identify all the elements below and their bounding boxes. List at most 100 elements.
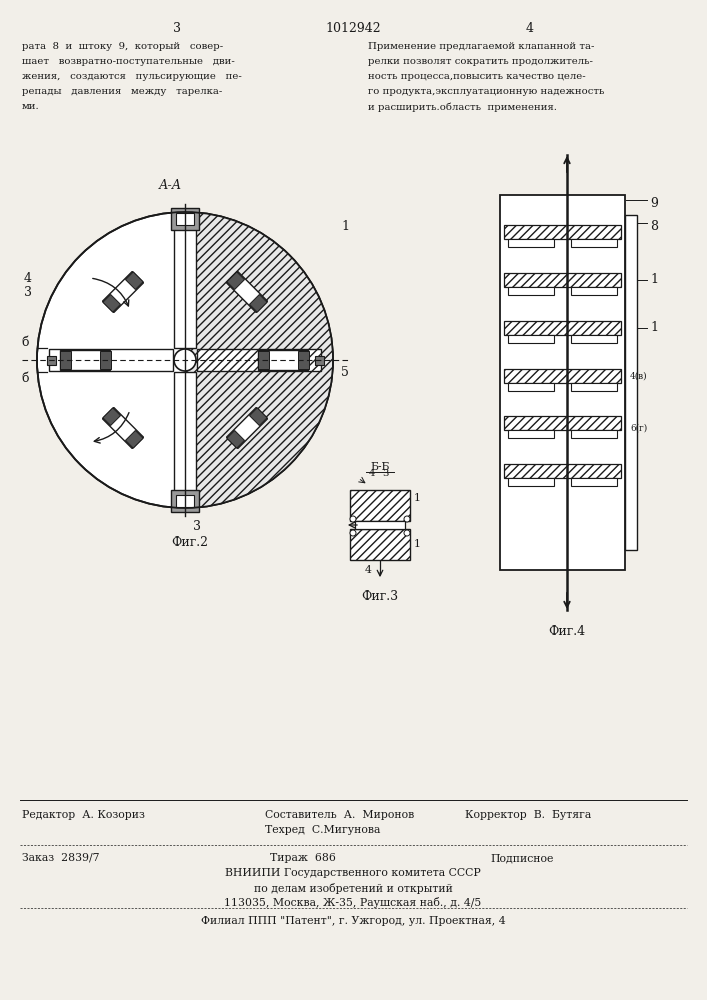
Bar	[508, 287, 554, 295]
Bar	[504, 464, 621, 478]
Polygon shape	[100, 351, 110, 369]
Circle shape	[174, 349, 196, 371]
Bar	[171, 490, 199, 512]
Bar	[355, 521, 405, 529]
Bar	[625, 215, 637, 550]
Bar	[571, 383, 617, 391]
Polygon shape	[103, 271, 144, 313]
Bar	[173, 224, 197, 472]
Text: Заказ  2839/7: Заказ 2839/7	[22, 853, 100, 863]
Text: Корректор  В.  Бутяга: Корректор В. Бутяга	[465, 810, 591, 820]
Polygon shape	[103, 408, 120, 426]
Text: Редактор  А. Козориз: Редактор А. Козориз	[22, 810, 145, 820]
Text: 4: 4	[526, 22, 534, 35]
Text: Техред  С.Мигунова: Техред С.Мигунова	[265, 825, 380, 835]
Text: 1012942: 1012942	[325, 22, 381, 35]
Text: 1: 1	[414, 493, 421, 503]
Text: 4(в): 4(в)	[630, 371, 648, 380]
Polygon shape	[59, 351, 71, 369]
Bar	[504, 321, 621, 335]
Text: 4: 4	[365, 565, 372, 575]
Text: Филиал ППП "Патент", г. Ужгород, ул. Проектная, 4: Филиал ППП "Патент", г. Ужгород, ул. Про…	[201, 916, 506, 926]
Text: рата  8  и  штоку  9,  который   совер-: рата 8 и штоку 9, который совер-	[22, 42, 223, 51]
Text: б: б	[21, 336, 29, 349]
Bar	[504, 369, 621, 383]
Polygon shape	[258, 350, 308, 370]
Text: 9: 9	[650, 197, 658, 210]
Text: 8: 8	[650, 220, 658, 233]
Bar	[500, 195, 625, 570]
Bar	[508, 383, 554, 391]
Text: 6(г): 6(г)	[630, 424, 647, 433]
Bar	[350, 490, 410, 521]
Text: Б-Б: Б-Б	[370, 462, 390, 472]
Bar	[174, 372, 196, 496]
Bar	[571, 335, 617, 343]
Bar	[571, 430, 617, 438]
Text: Составитель  А.  Миронов: Составитель А. Миронов	[265, 810, 414, 820]
Text: 3: 3	[24, 286, 32, 300]
Polygon shape	[185, 212, 333, 508]
Bar	[571, 478, 617, 486]
Circle shape	[404, 530, 410, 536]
Text: 3: 3	[173, 22, 181, 35]
Text: Фиг.2: Фиг.2	[172, 536, 209, 549]
Bar	[508, 335, 554, 343]
Text: ми.: ми.	[22, 102, 40, 111]
Circle shape	[350, 516, 356, 522]
Bar	[315, 356, 324, 364]
Text: Применение предлагаемой клапанной та-: Применение предлагаемой клапанной та-	[368, 42, 595, 51]
Text: ность процесса,повысить качество целе-: ность процесса,повысить качество целе-	[368, 72, 585, 81]
Bar	[508, 239, 554, 247]
Text: 1: 1	[650, 273, 658, 286]
Circle shape	[404, 516, 410, 522]
Text: Фиг.4: Фиг.4	[549, 625, 585, 638]
Polygon shape	[226, 407, 267, 449]
Bar	[176, 495, 194, 507]
Polygon shape	[226, 271, 267, 313]
Bar	[350, 529, 410, 560]
Text: го продукта,эксплуатационную надежность: го продукта,эксплуатационную надежность	[368, 87, 604, 96]
Polygon shape	[257, 351, 269, 369]
Bar	[197, 349, 321, 371]
Circle shape	[37, 212, 333, 508]
Text: по делам изобретений и открытий: по делам изобретений и открытий	[254, 883, 452, 894]
Text: 4: 4	[24, 271, 32, 284]
Polygon shape	[227, 272, 245, 290]
Bar	[504, 273, 621, 287]
Text: жения,   создаются   пульсирующие   пе-: жения, создаются пульсирующие пе-	[22, 72, 242, 81]
Polygon shape	[103, 407, 144, 449]
Polygon shape	[298, 351, 308, 369]
Text: и расширить.область  применения.: и расширить.область применения.	[368, 102, 557, 111]
Bar	[508, 478, 554, 486]
Text: репады   давления   между   тарелка-: репады давления между тарелка-	[22, 87, 222, 96]
Bar	[571, 239, 617, 247]
Text: б: б	[21, 371, 29, 384]
Polygon shape	[125, 272, 143, 290]
Text: 1: 1	[414, 539, 421, 549]
Bar	[174, 224, 196, 348]
Polygon shape	[125, 430, 143, 448]
Text: 1: 1	[341, 221, 349, 233]
Bar	[47, 356, 56, 364]
Text: 1: 1	[650, 321, 658, 334]
Text: 5: 5	[341, 365, 349, 378]
Text: А-А: А-А	[158, 179, 182, 192]
Text: Фиг.3: Фиг.3	[361, 590, 399, 603]
Text: 113035, Москва, Ж-35, Раушская наб., д. 4/5: 113035, Москва, Ж-35, Раушская наб., д. …	[224, 897, 481, 908]
Polygon shape	[250, 408, 267, 426]
Bar	[49, 349, 173, 371]
Text: Тираж  686: Тираж 686	[270, 853, 336, 863]
Polygon shape	[103, 294, 120, 312]
Bar	[504, 416, 621, 430]
Bar	[171, 208, 199, 230]
Text: 3: 3	[382, 469, 389, 478]
Bar	[504, 225, 621, 239]
Text: релки позволят сократить продолжитель-: релки позволят сократить продолжитель-	[368, 57, 593, 66]
Polygon shape	[60, 350, 110, 370]
Text: Подписное: Подписное	[490, 853, 554, 863]
Bar	[508, 430, 554, 438]
Bar	[176, 213, 194, 225]
Bar	[571, 287, 617, 295]
Text: шает   возвратно-поступательные   дви-: шает возвратно-поступательные дви-	[22, 57, 235, 66]
